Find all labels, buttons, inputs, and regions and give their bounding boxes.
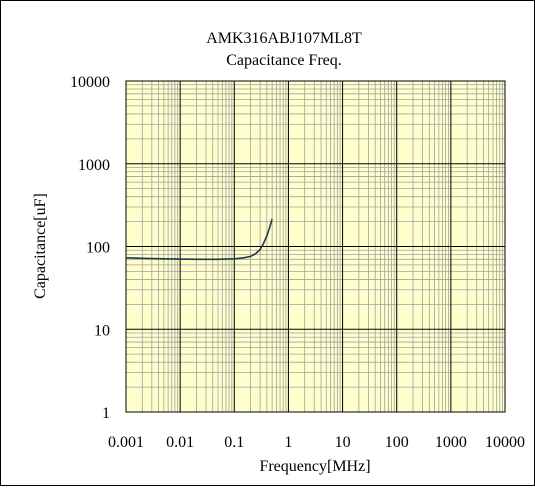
series-layer — [125, 218, 273, 261]
x-tick-label: 10000 — [485, 434, 525, 451]
series-line — [125, 218, 273, 261]
y-tick-labels: 1 10 100 1000 10000 — [70, 74, 110, 422]
x-axis-label: Frequency[MHz] — [259, 458, 370, 475]
y-tick-label: 100 — [86, 240, 110, 257]
x-tick-label: 100 — [385, 434, 409, 451]
plot-border — [125, 80, 506, 413]
y-tick-label: 10 — [94, 322, 110, 339]
x-tick-label: 0.1 — [224, 434, 244, 451]
chart-subtitle: Capacitance Freq. — [226, 52, 342, 69]
x-tick-labels: 0.001 0.01 0.1 1 10 100 1000 10000 — [108, 434, 525, 451]
y-tick-label: 10000 — [70, 74, 110, 91]
chart-title: AMK316ABJ107ML8T — [206, 30, 362, 47]
y-axis-label: Capacitance[uF] — [32, 193, 49, 299]
y-tick-label: 1 — [102, 405, 110, 422]
x-tick-label: 0.01 — [166, 434, 194, 451]
x-tick-label: 1 — [284, 434, 292, 451]
x-tick-label: 1000 — [435, 434, 467, 451]
y-tick-label: 1000 — [78, 157, 110, 174]
x-tick-label: 10 — [335, 434, 351, 451]
x-tick-label: 0.001 — [108, 434, 144, 451]
grid-major — [126, 81, 505, 412]
